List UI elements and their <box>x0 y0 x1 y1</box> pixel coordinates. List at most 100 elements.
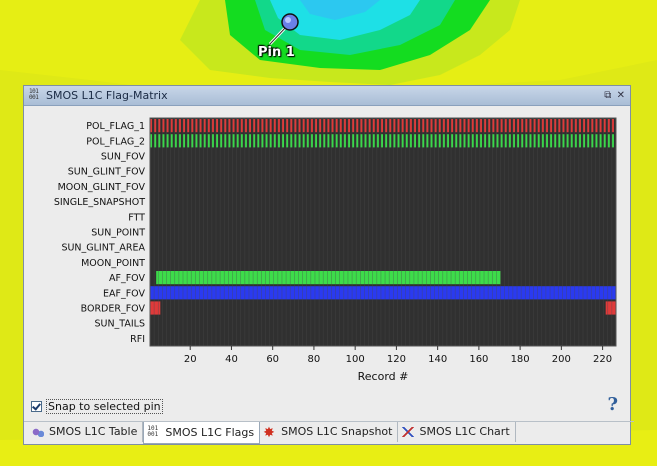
flag-cell <box>327 134 330 148</box>
tab-smos-l1c-flags[interactable]: 101 001 SMOS L1C Flags <box>143 422 261 444</box>
flag-cell <box>566 119 569 133</box>
flag-cell <box>364 134 367 148</box>
flag-cell <box>174 134 177 148</box>
flag-cell <box>170 119 173 133</box>
flag-cell <box>426 134 429 148</box>
flag-cell <box>475 134 478 148</box>
close-icon[interactable]: ✕ <box>616 90 625 101</box>
flag-cell <box>607 119 610 133</box>
flag-cell <box>529 119 532 133</box>
checkbox-checked-icon[interactable] <box>31 401 42 412</box>
flag-cell <box>591 134 594 148</box>
tab-smos-l1c-table[interactable]: SMOS L1C Table <box>28 422 144 442</box>
flag-cell <box>521 119 524 133</box>
flag-cell <box>281 119 285 133</box>
flag-cell <box>323 134 326 148</box>
flag-cell <box>603 119 606 133</box>
flag-cell <box>211 119 214 133</box>
plot-frame <box>149 117 617 347</box>
flag-cell <box>162 134 165 148</box>
flag-cell <box>405 119 408 133</box>
flag-cell <box>327 119 330 133</box>
flag-cell <box>178 119 181 133</box>
flag-cell <box>578 119 581 133</box>
flag-cell <box>397 119 400 133</box>
help-icon[interactable]: ? <box>607 394 618 415</box>
flag-cell <box>347 134 351 148</box>
flag-cell <box>451 119 454 133</box>
flag-cell <box>599 119 602 133</box>
pin-marker-icon[interactable] <box>262 10 304 50</box>
pin-label: Pin 1 <box>258 45 295 60</box>
flag-cell <box>302 119 305 133</box>
flag-cell <box>158 134 161 148</box>
flag-cell <box>286 119 289 133</box>
flag-cell <box>273 119 276 133</box>
chart-icon <box>401 425 415 439</box>
flag-cell <box>385 119 388 133</box>
flag-cell <box>492 119 495 133</box>
tab-smos-l1c-snapshot[interactable]: SMOS L1C Snapshot <box>260 422 399 443</box>
flag-cell <box>442 119 445 133</box>
flag-cell <box>554 119 557 133</box>
flag-cell <box>471 134 474 148</box>
flag-cell <box>195 134 198 148</box>
flag-cell <box>438 134 441 148</box>
flag-cell <box>455 119 458 133</box>
flag-cell <box>162 119 165 133</box>
flag-cell <box>434 119 437 133</box>
flag-cell <box>537 119 540 133</box>
flag-cell <box>150 119 153 133</box>
flag-cell <box>525 134 528 148</box>
flag-cell <box>587 119 590 133</box>
flag-cell <box>413 119 416 133</box>
flag-label: RFI <box>130 334 145 345</box>
flag-cell <box>352 134 355 148</box>
flag-cell <box>314 119 318 133</box>
flag-cell <box>595 134 598 148</box>
flag-cell <box>533 119 536 133</box>
flag-cell <box>298 134 301 148</box>
flag-cell <box>508 119 511 133</box>
flag-cell <box>343 134 346 148</box>
snapshot-icon <box>263 423 277 443</box>
flag-label: AF_FOV <box>109 273 145 284</box>
flag-bar <box>150 286 616 300</box>
flag-cell <box>248 134 252 148</box>
flag-cell <box>389 134 392 148</box>
flag-cell <box>310 134 313 148</box>
flag-cell <box>496 134 499 148</box>
flag-cell <box>187 134 190 148</box>
flag-cell <box>430 134 433 148</box>
flag-cell <box>232 119 235 133</box>
flag-cell <box>413 134 416 148</box>
flag-cell <box>397 134 400 148</box>
flag-cell <box>277 134 280 148</box>
flag-cell <box>570 134 573 148</box>
flag-cell <box>224 119 227 133</box>
flag-cell <box>611 134 614 148</box>
flag-cell <box>500 119 503 133</box>
restore-icon[interactable]: ⧉ <box>604 90 612 101</box>
flag-cell <box>166 119 169 133</box>
flag-cell <box>393 134 396 148</box>
tab-label: SMOS L1C Table <box>49 425 138 438</box>
panel-title: SMOS L1C Flag-Matrix <box>46 89 168 102</box>
flag-cell <box>154 119 157 133</box>
flag-cell <box>158 119 161 133</box>
tab-smos-l1c-chart[interactable]: SMOS L1C Chart <box>398 422 516 442</box>
flag-cell <box>207 119 210 133</box>
x-tick-label: 180 <box>511 354 530 365</box>
flag-cell <box>339 134 342 148</box>
flag-matrix-chart: POL_FLAG_1 POL_FLAG_2 SUN_FOV SUN_GLINT_FOV… <box>54 117 617 383</box>
flag-cell <box>228 134 231 148</box>
flag-bar <box>605 301 616 315</box>
flag-cell <box>405 134 408 148</box>
flag-cell <box>215 134 219 148</box>
flag-cell <box>479 134 482 148</box>
x-tick-label: 20 <box>184 354 197 365</box>
flag-cell <box>310 119 313 133</box>
panel-titlebar[interactable]: 101 001 SMOS L1C Flag-Matrix ⧉ ✕ <box>24 86 630 106</box>
snap-to-pin-checkbox[interactable]: Snap to selected pin <box>31 399 163 414</box>
